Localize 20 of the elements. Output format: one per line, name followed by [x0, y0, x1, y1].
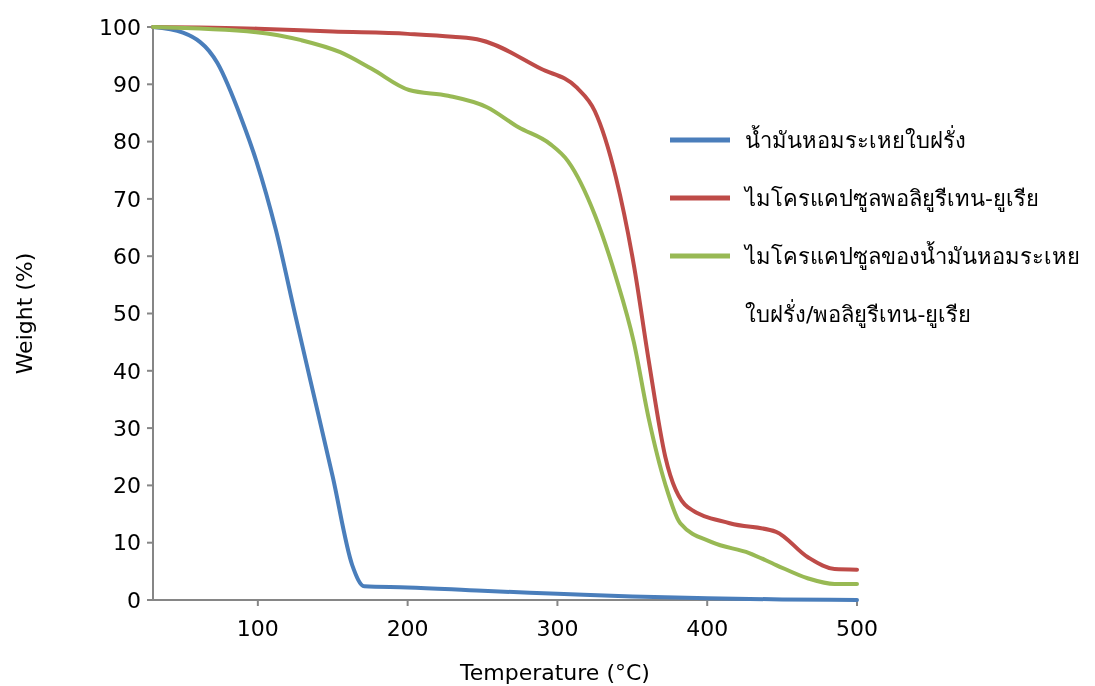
- legend-label: น้ำมันหอมระเหยใบฝรั่ง: [745, 125, 966, 153]
- x-tick-label: 500: [836, 616, 878, 641]
- y-tick-label: 60: [113, 243, 141, 269]
- legend-label: ไมโครแคปซูลพอลิยูรีเทน-ยูเรีย: [743, 186, 1039, 212]
- y-tick-label: 50: [113, 301, 141, 327]
- y-tick-label: 100: [99, 14, 141, 40]
- y-tick-label: 70: [113, 186, 141, 212]
- x-tick-label: 200: [386, 616, 429, 641]
- y-tick-label: 30: [113, 415, 141, 441]
- x-axis-title: Temperature (°C): [459, 660, 650, 685]
- y-tick-label: 20: [113, 473, 141, 499]
- x-tick-label: 100: [236, 616, 279, 641]
- y-tick-label: 40: [113, 358, 141, 384]
- y-tick-label: 10: [113, 530, 141, 556]
- y-axis-title: Weight (%): [12, 252, 37, 375]
- y-tick-label: 90: [113, 72, 141, 97]
- y-tick-label: 80: [113, 129, 141, 155]
- x-tick-label: 300: [536, 616, 579, 641]
- y-tick-label: 0: [127, 587, 141, 613]
- x-tick-label: 400: [686, 616, 729, 641]
